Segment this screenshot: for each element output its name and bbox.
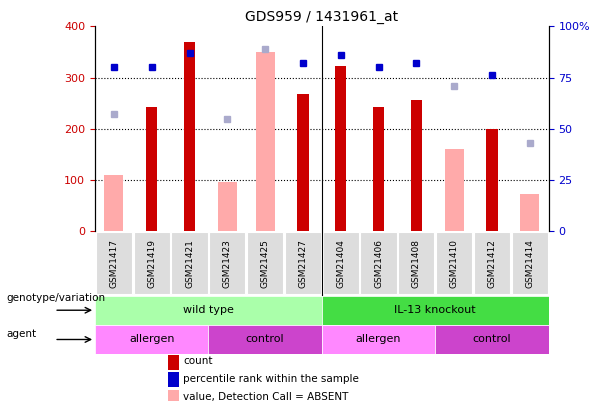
FancyBboxPatch shape [96,232,132,294]
FancyBboxPatch shape [172,232,208,294]
Text: GSM21417: GSM21417 [109,239,118,288]
Bar [435,325,549,354]
Bar [167,372,179,387]
Text: agent: agent [6,329,36,339]
Bar [322,296,549,325]
Bar [297,94,308,231]
FancyBboxPatch shape [209,232,245,294]
Text: allergen: allergen [129,335,175,345]
Text: control: control [473,335,511,345]
Text: GSM21406: GSM21406 [374,239,383,288]
Text: GSM21425: GSM21425 [261,239,270,288]
Text: IL-13 knockout: IL-13 knockout [394,305,476,315]
Title: GDS959 / 1431961_at: GDS959 / 1431961_at [245,10,398,24]
FancyBboxPatch shape [285,232,321,294]
Text: GSM21421: GSM21421 [185,239,194,288]
Bar [167,390,179,405]
Text: wild type: wild type [183,305,234,315]
Text: GSM21419: GSM21419 [147,239,156,288]
Text: allergen: allergen [356,335,402,345]
Text: GSM21423: GSM21423 [223,239,232,288]
FancyBboxPatch shape [360,232,397,294]
Bar [335,66,346,231]
Bar [256,52,275,231]
FancyBboxPatch shape [512,232,548,294]
Bar [486,129,498,231]
Bar [411,100,422,231]
Text: count: count [183,356,213,366]
Text: GSM21408: GSM21408 [412,239,421,288]
Bar [104,175,123,231]
FancyBboxPatch shape [134,232,170,294]
Text: GSM21427: GSM21427 [299,239,308,288]
Bar [167,355,179,370]
Bar [520,194,539,231]
Bar [444,149,463,231]
Text: control: control [246,335,284,345]
Bar [373,107,384,231]
Text: genotype/variation: genotype/variation [6,293,105,303]
FancyBboxPatch shape [247,232,283,294]
FancyBboxPatch shape [398,232,435,294]
Bar [208,325,322,354]
Text: GSM21412: GSM21412 [487,239,497,288]
Text: GSM21404: GSM21404 [336,239,345,288]
FancyBboxPatch shape [436,232,472,294]
Bar [95,325,208,354]
Bar [184,42,195,231]
Bar [95,296,322,325]
Text: value, Detection Call = ABSENT: value, Detection Call = ABSENT [183,392,349,402]
Text: percentile rank within the sample: percentile rank within the sample [183,374,359,384]
Bar [146,107,158,231]
Text: GSM21410: GSM21410 [449,239,459,288]
Text: GSM21414: GSM21414 [525,239,535,288]
FancyBboxPatch shape [474,232,510,294]
Bar [322,325,435,354]
Bar [218,181,237,231]
FancyBboxPatch shape [322,232,359,294]
